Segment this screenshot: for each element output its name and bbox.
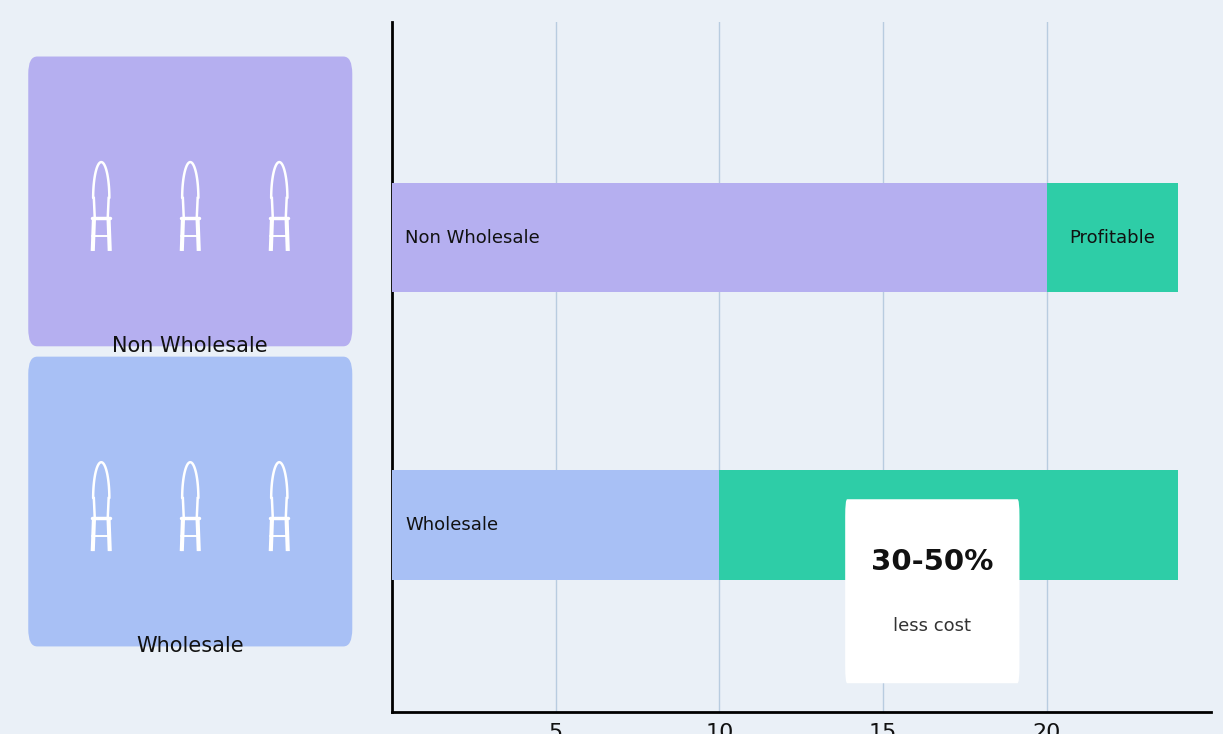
Bar — [1047, 183, 1178, 292]
Text: Profitable: Profitable — [906, 516, 992, 534]
Text: Profitable: Profitable — [1070, 228, 1156, 247]
Text: Non Wholesale: Non Wholesale — [405, 228, 539, 247]
FancyBboxPatch shape — [28, 357, 352, 647]
Text: Wholesale: Wholesale — [405, 516, 498, 534]
Bar — [719, 470, 1178, 580]
Bar — [391, 183, 1047, 292]
Text: 30-50%: 30-50% — [871, 548, 993, 576]
Text: Wholesale: Wholesale — [137, 636, 245, 656]
Bar — [391, 470, 719, 580]
FancyBboxPatch shape — [845, 499, 1020, 683]
Text: Non Wholesale: Non Wholesale — [113, 336, 268, 356]
Text: less cost: less cost — [893, 617, 971, 635]
FancyBboxPatch shape — [28, 57, 352, 346]
